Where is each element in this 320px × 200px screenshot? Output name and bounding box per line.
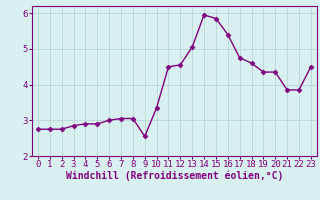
- X-axis label: Windchill (Refroidissement éolien,°C): Windchill (Refroidissement éolien,°C): [66, 171, 283, 181]
